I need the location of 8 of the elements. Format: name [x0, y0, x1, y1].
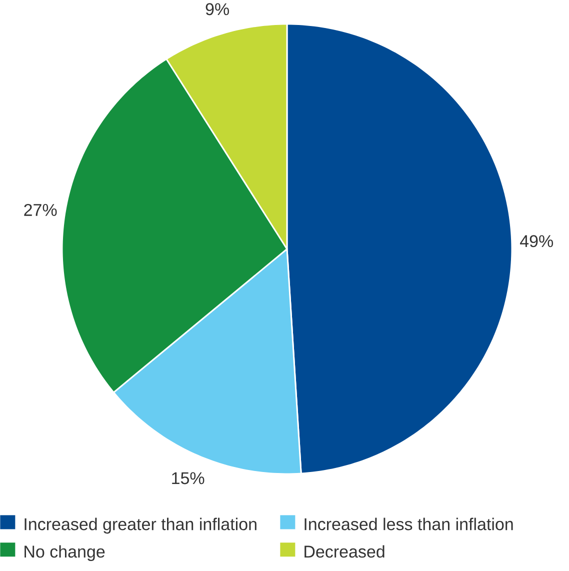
data-label: 27%	[24, 204, 57, 216]
legend-label: Increased less than inflation	[304, 518, 513, 530]
legend-label: Decreased	[304, 545, 384, 558]
data-label: 9%	[206, 3, 229, 16]
legend-label: Increased greater than inflation	[24, 518, 256, 534]
data-label: 15%	[172, 472, 204, 484]
data-label: 49%	[520, 235, 554, 248]
legend-label: No change	[24, 545, 105, 562]
